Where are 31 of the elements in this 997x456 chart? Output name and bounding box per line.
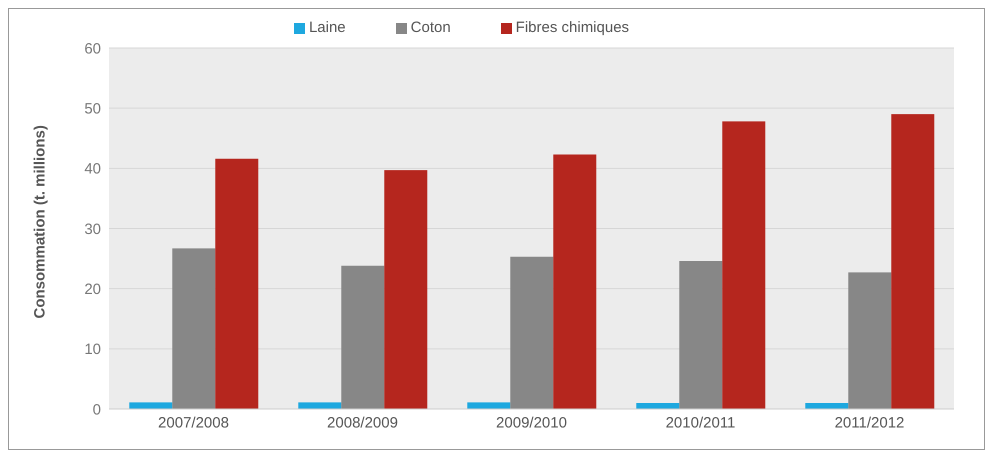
bar	[129, 402, 172, 409]
y-tick-label: 50	[84, 100, 101, 118]
y-tick-label: 30	[84, 220, 101, 238]
legend-label: Coton	[410, 19, 451, 36]
x-tick-label: 2009/2010	[496, 414, 567, 432]
x-tick-label: 2008/2009	[327, 414, 398, 432]
y-axis-title: Consommation (t. millions)	[31, 125, 48, 318]
legend-label: Laine	[308, 19, 346, 36]
legend-label: Fibres chimiques	[516, 19, 630, 36]
bar	[891, 114, 934, 409]
bar	[215, 158, 258, 409]
bar	[467, 402, 510, 409]
bar	[172, 248, 216, 409]
bar	[384, 170, 428, 409]
y-tick-label: 20	[84, 280, 101, 298]
bar	[848, 272, 892, 409]
y-tick-label: 40	[84, 160, 101, 178]
bar	[341, 266, 384, 409]
bar	[298, 402, 342, 409]
x-tick-label: 2007/2008	[158, 414, 229, 432]
y-tick-label: 0	[92, 401, 101, 418]
bar	[510, 256, 554, 409]
y-tick-label: 60	[84, 40, 101, 58]
bar	[722, 121, 766, 409]
bar	[553, 154, 596, 409]
y-tick-label: 10	[84, 341, 101, 358]
bar	[679, 260, 722, 409]
bar	[805, 402, 848, 409]
x-tick-label: 2010/2011	[666, 414, 736, 432]
x-tick-label: 2011/2012	[834, 414, 904, 432]
bar	[636, 402, 680, 409]
